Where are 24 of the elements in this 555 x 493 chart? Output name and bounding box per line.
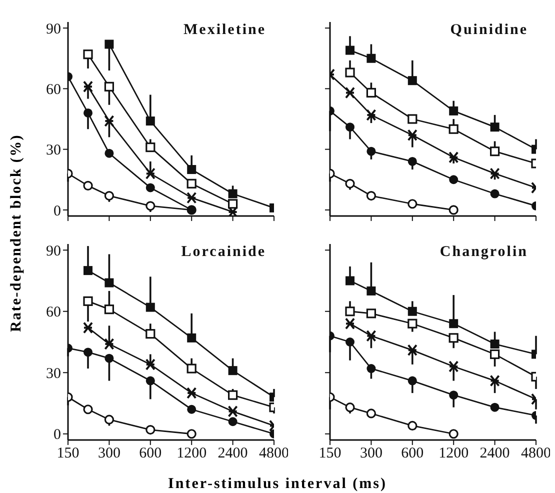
x-tick-label: 1200 [438,446,469,462]
y-tick-label: 0 [54,203,61,220]
x-axis-title: Inter-stimulus interval (ms) [167,476,388,493]
x-tick-label: 150 [318,446,342,462]
y-tick-label: 0 [54,427,61,444]
chart-title: Mexiletine [184,22,266,39]
x-tick-label: 300 [360,446,382,462]
y-tick-label: 30 [46,142,61,159]
chart-title: Quinidine [450,22,528,39]
x-tick-label: 2400 [480,446,510,462]
x-tick-label: 300 [98,446,120,462]
y-tick-label: 90 [46,243,61,260]
x-tick-label: 150 [56,446,80,462]
y-tick-label: 30 [46,366,61,382]
x-tick-label: 2400 [218,446,248,462]
chart-title: Lorcainide [181,244,266,261]
y-tick-label: 60 [46,82,61,98]
x-tick-label: 600 [401,446,424,462]
chart-title: Changrolin [440,244,528,261]
x-tick-label: 600 [139,446,162,462]
x-tick-label: 1200 [176,446,207,462]
y-tick-label: 90 [46,21,61,38]
y-tick-label: 60 [46,304,61,321]
y-axis-title: Rate-dependent block (%) [8,134,26,332]
